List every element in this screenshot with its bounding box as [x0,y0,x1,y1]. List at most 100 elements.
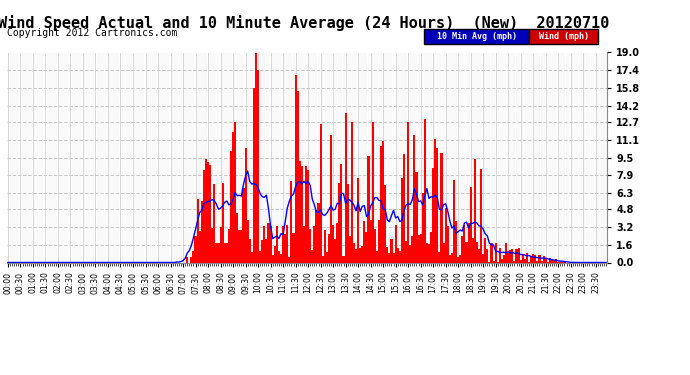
Bar [503,255,505,262]
Bar [438,252,440,262]
Bar [315,210,317,262]
Bar [472,238,474,262]
Bar [334,239,336,262]
Bar [405,241,407,262]
Bar [264,226,266,262]
Bar [520,260,522,262]
Bar [401,178,403,262]
Bar [532,254,534,262]
Bar [340,164,342,262]
Bar [209,165,211,262]
Bar [451,254,453,262]
Bar [388,254,391,262]
Bar [484,238,486,262]
Bar [455,220,457,262]
Bar [230,151,232,262]
Bar [386,248,388,262]
Bar [226,243,228,262]
Bar [244,148,246,262]
Bar [284,234,286,262]
Bar [259,251,262,262]
Bar [238,230,240,262]
Bar [489,261,491,262]
Bar [436,148,438,262]
Bar [432,168,434,262]
Bar [211,228,213,262]
Bar [186,257,188,262]
Bar [348,236,351,262]
Bar [482,254,484,262]
Bar [493,261,495,262]
Bar [232,132,234,262]
Bar [551,259,553,262]
Bar [201,201,203,262]
Bar [326,252,328,262]
Bar [374,230,376,262]
Bar [480,169,482,262]
Bar [332,225,334,262]
Bar [378,220,380,262]
Bar [221,183,224,262]
Bar [370,220,372,262]
Bar [540,261,542,262]
Bar [286,225,288,262]
Bar [530,256,532,262]
Bar [534,255,536,262]
Bar [268,223,270,262]
Bar [524,259,526,262]
Bar [411,236,413,262]
Bar [364,221,366,262]
Bar [491,243,493,262]
Text: Wind (mph): Wind (mph) [539,32,589,41]
Bar [303,226,305,262]
Bar [413,135,415,262]
Bar [457,257,460,262]
Bar [397,248,399,262]
Bar [324,230,326,262]
Bar [434,139,436,262]
Bar [257,70,259,262]
Bar [228,229,230,262]
Bar [430,232,432,262]
Bar [382,141,384,262]
Bar [440,153,442,262]
Bar [299,161,301,262]
Bar [295,75,297,262]
Bar [417,235,420,262]
Bar [424,119,426,262]
Bar [355,249,357,262]
Bar [553,260,555,262]
Bar [305,166,307,262]
Bar [446,226,448,262]
Bar [549,258,551,262]
Bar [205,159,207,262]
Bar [342,256,344,262]
Bar [428,244,430,262]
Bar [190,257,193,262]
Bar [515,249,518,262]
Bar [499,248,501,262]
Bar [462,236,464,262]
FancyBboxPatch shape [424,29,529,44]
Bar [217,243,219,262]
Bar [536,261,538,262]
Bar [338,183,340,262]
Bar [307,170,309,262]
Bar [474,159,476,262]
Bar [319,124,322,262]
Bar [466,242,468,262]
Bar [203,170,205,262]
Bar [278,251,280,262]
Bar [274,246,276,262]
Bar [507,253,509,262]
FancyBboxPatch shape [529,29,598,44]
Bar [336,224,338,262]
Bar [407,122,409,262]
Bar [276,226,278,262]
Bar [301,166,303,262]
Bar [250,252,253,262]
Bar [288,257,290,262]
Bar [476,243,478,262]
Bar [478,249,480,262]
Bar [372,122,374,262]
